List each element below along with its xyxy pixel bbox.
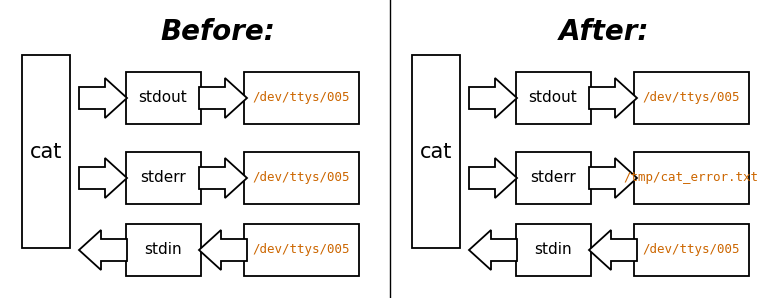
Bar [126, 72, 200, 124]
Text: stderr: stderr [530, 170, 576, 185]
Bar [515, 224, 591, 276]
Polygon shape [199, 230, 247, 270]
Bar [22, 55, 70, 248]
Text: stdin: stdin [535, 243, 572, 257]
Bar [126, 152, 200, 204]
Text: stderr: stderr [140, 170, 186, 185]
Polygon shape [589, 78, 637, 118]
Text: /dev/ttys/005: /dev/ttys/005 [643, 91, 740, 105]
Bar [515, 152, 591, 204]
Bar [243, 224, 358, 276]
Bar [515, 72, 591, 124]
Text: /dev/ttys/005: /dev/ttys/005 [253, 243, 350, 257]
Text: /dev/ttys/005: /dev/ttys/005 [253, 172, 350, 184]
Text: /tmp/cat_error.txt: /tmp/cat_error.txt [623, 172, 758, 184]
Polygon shape [79, 230, 127, 270]
Bar [633, 152, 748, 204]
Text: cat: cat [30, 142, 62, 162]
Bar [412, 55, 460, 248]
Bar [633, 224, 748, 276]
Polygon shape [79, 158, 127, 198]
Bar [633, 72, 748, 124]
Text: stdin: stdin [145, 243, 182, 257]
Polygon shape [589, 230, 637, 270]
Text: stdout: stdout [138, 91, 187, 105]
Bar [243, 152, 358, 204]
Polygon shape [589, 158, 637, 198]
Polygon shape [79, 78, 127, 118]
Polygon shape [469, 230, 517, 270]
Text: stdout: stdout [528, 91, 577, 105]
Polygon shape [199, 78, 247, 118]
Bar [243, 72, 358, 124]
Text: After:: After: [559, 18, 650, 46]
Polygon shape [199, 158, 247, 198]
Text: /dev/ttys/005: /dev/ttys/005 [253, 91, 350, 105]
Text: Before:: Before: [161, 18, 276, 46]
Polygon shape [469, 78, 517, 118]
Text: /dev/ttys/005: /dev/ttys/005 [643, 243, 740, 257]
Bar [126, 224, 200, 276]
Text: cat: cat [420, 142, 452, 162]
Polygon shape [469, 158, 517, 198]
